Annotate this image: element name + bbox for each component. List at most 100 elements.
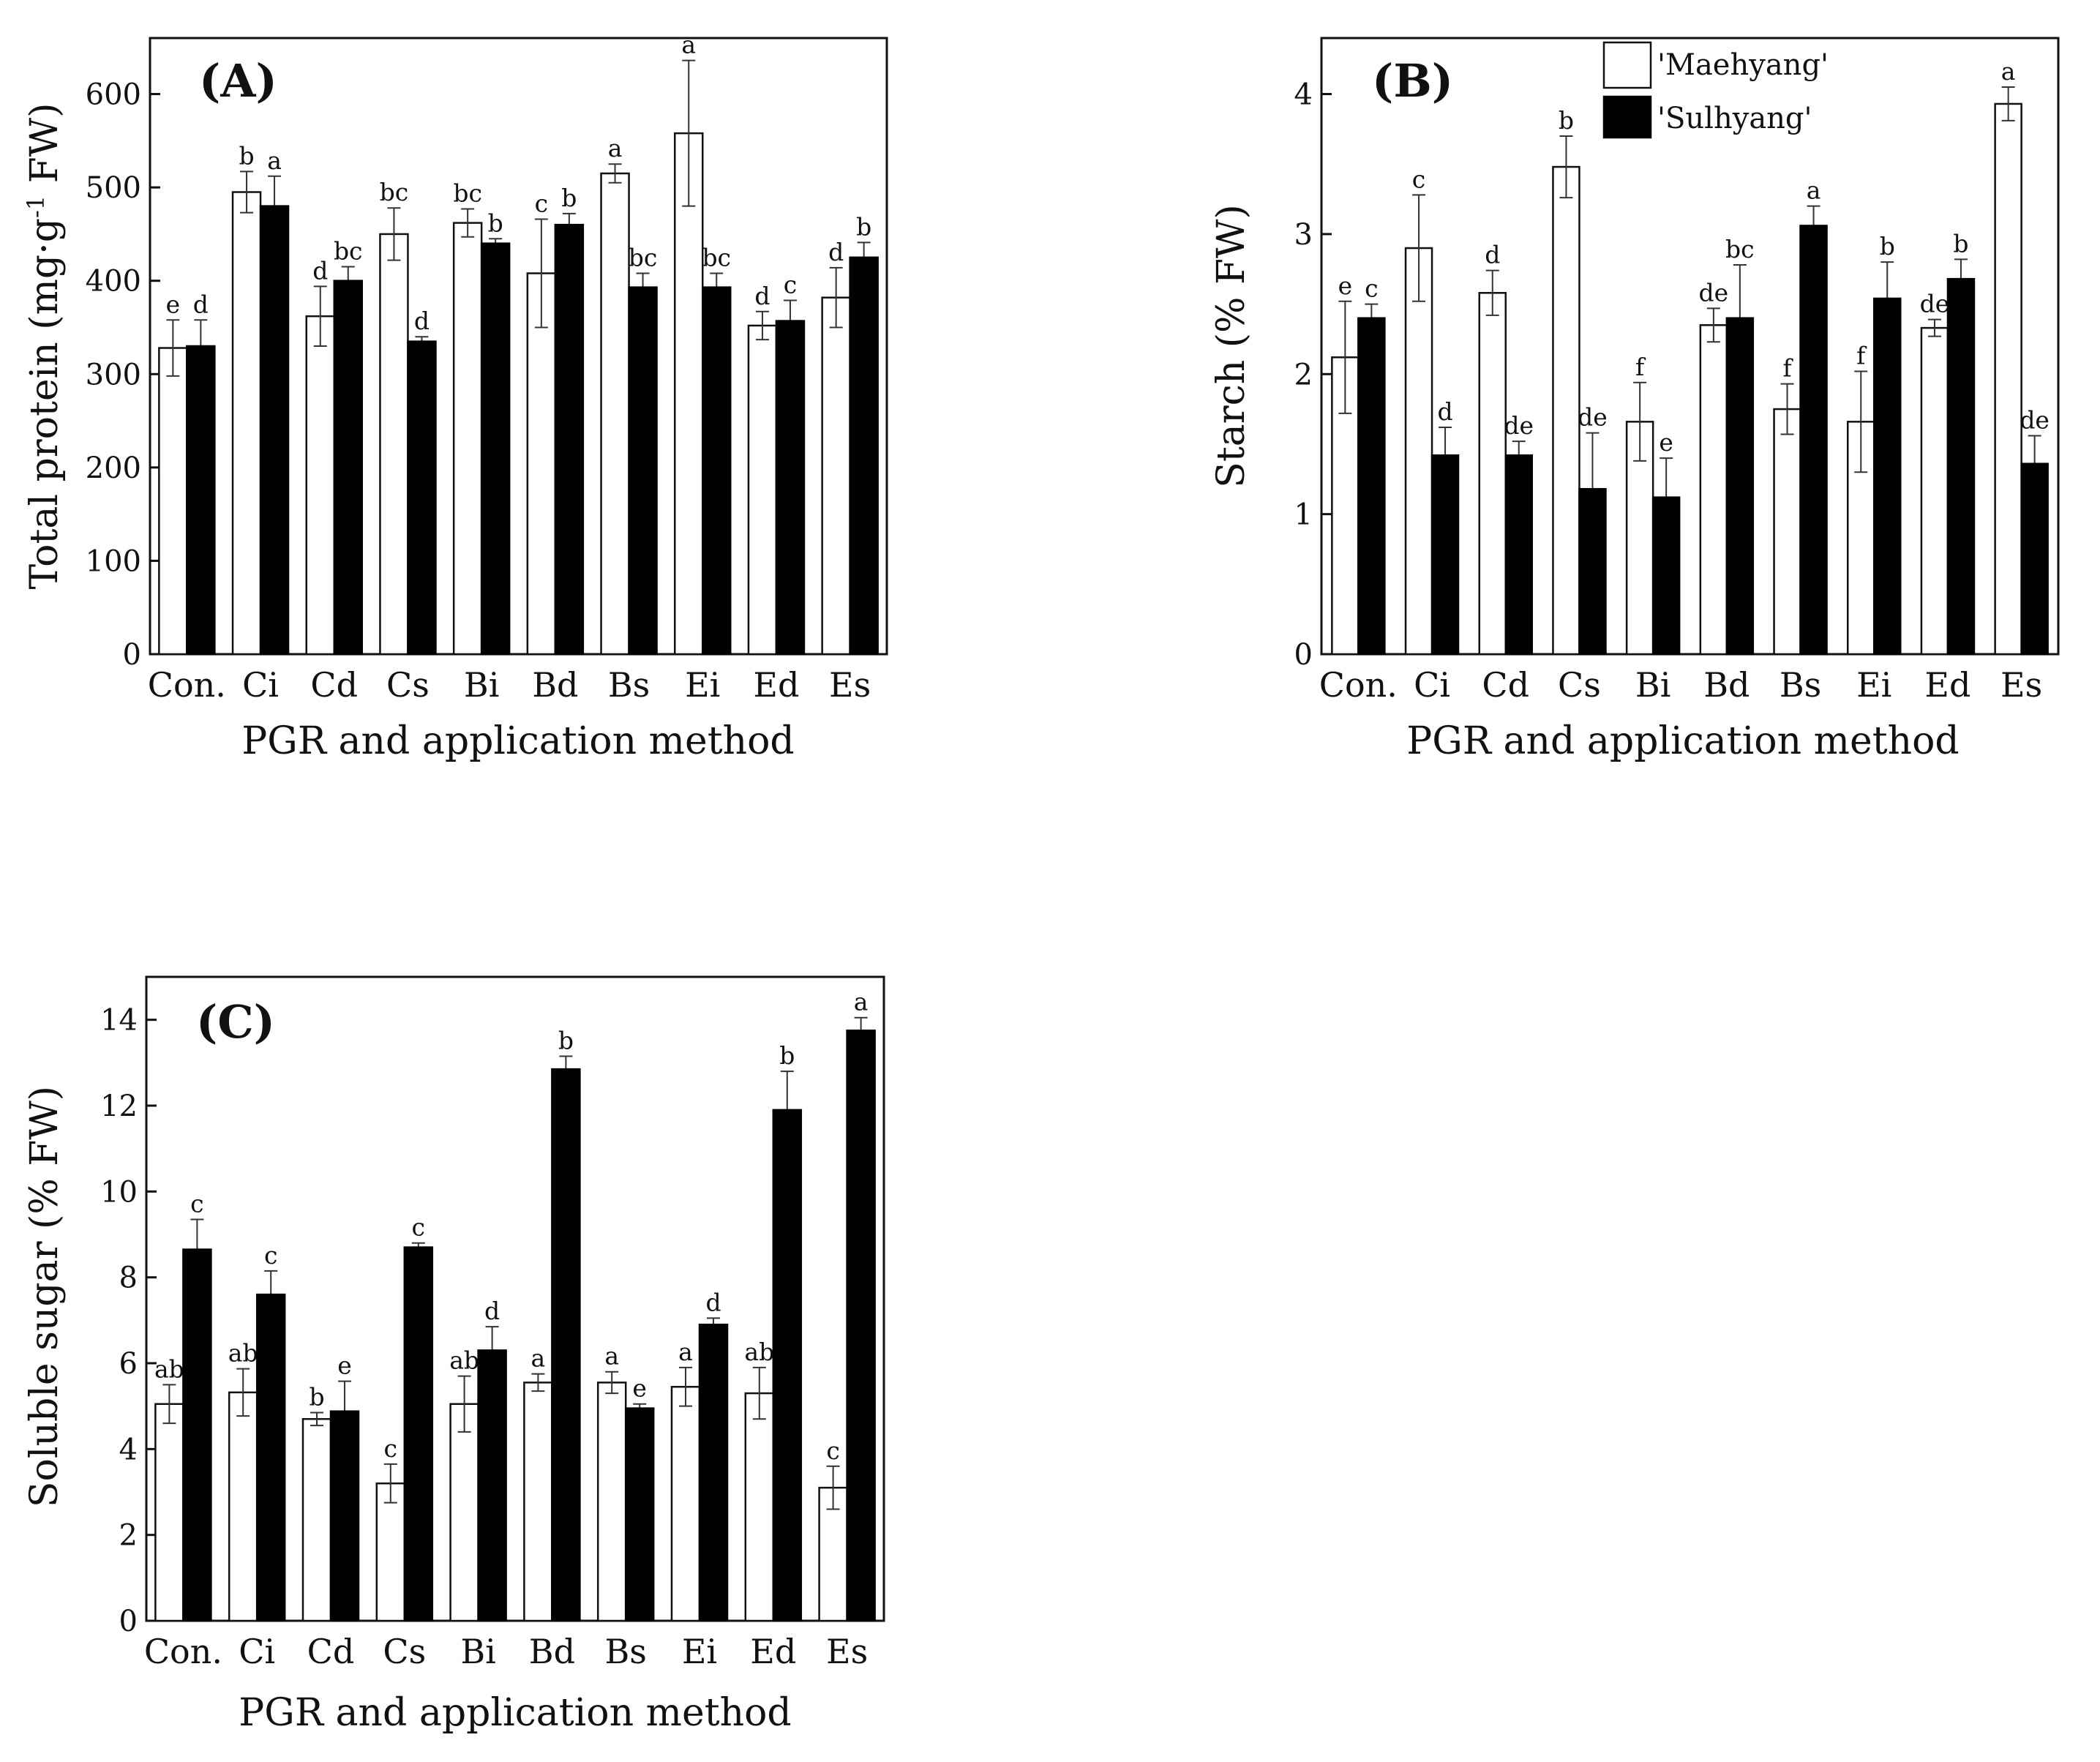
panel-a-bar-sulhyang-9 [849,256,879,656]
panel-a-x-axis-title: PGR and application method [241,719,794,763]
panel-b-sig-letter-sulhyang-8: b [1953,229,1968,258]
panel-b-sig-letter-sulhyang-2: de [1504,411,1534,440]
panel-a-bar-sulhyang-5 [554,223,585,656]
panel-a-bar-sulhyang-1 [259,205,290,656]
panel-a-y-tick-label-3: 300 [86,358,141,391]
panel-b-sig-letter-sulhyang-0: c [1365,274,1378,303]
panel-a-bar-maehyang-7 [674,132,704,656]
panel-a-errorbar-maehyang-1 [240,170,254,214]
panel-c-sig-letter-maehyang-5: a [531,1344,546,1373]
panel-c-sig-letter-sulhyang-4: d [484,1297,500,1325]
panel-b-bar-maehyang-9 [1994,102,2022,656]
panel-a-bar-sulhyang-6 [628,286,658,656]
panel-a-bar-maehyang-1 [231,191,262,656]
panel-c-x-axis-title: PGR and application method [239,1691,791,1735]
panel-a-y-tick-label-5: 500 [86,171,141,205]
panel-c-sig-letter-maehyang-6: a [604,1342,619,1371]
panel-a: (A) PGR and application method Total pro… [22,31,888,763]
panel-c-x-tick-label-3: Cs [383,1632,426,1671]
panel-c-errorbar-maehyang-6 [605,1371,619,1395]
panel-a-sig-letter-sulhyang-0: d [193,290,209,318]
panel-a-bar-maehyang-9 [821,296,851,656]
panel-c-sig-letter-maehyang-9: c [826,1436,839,1465]
panel-c-x-tick-label-6: Bs [604,1632,646,1671]
panel-c-y-tick-label-3: 6 [119,1347,138,1381]
panel-b-y-axis-title: Starch (% FW) [1210,204,1253,488]
panel-a-bar-sulhyang-2 [333,280,363,656]
panel-b-bar-sulhyang-0 [1357,317,1386,656]
panel-a-label: (A) [199,54,277,108]
panel-a-sig-letter-sulhyang-3: d [414,307,430,335]
panel-a-bar-maehyang-2 [305,315,335,656]
panel-b-sig-letter-maehyang-2: d [1485,241,1500,269]
panel-c-bar-maehyang-8 [744,1392,775,1622]
panel-b-sig-letter-sulhyang-4: e [1659,428,1673,457]
panel-a-sig-letter-sulhyang-8: c [784,270,797,299]
panel-b-errorbar-maehyang-9 [2001,86,2015,121]
panel-b-x-tick-label-2: Cd [1482,665,1529,705]
panel-a-x-tick-label-1: Ci [242,665,279,705]
panel-a-bar-maehyang-6 [600,172,630,656]
panel-b-bar-sulhyang-9 [2020,462,2049,656]
panel-b-bar-sulhyang-1 [1430,454,1460,656]
legend-label-maehyang: 'Maehyang' [1657,48,1829,82]
panel-b-sig-letter-maehyang-8: de [1920,290,1950,318]
panel-b-sig-letter-sulhyang-9: de [2020,405,2050,434]
panel-a-errorbar-maehyang-8 [755,310,769,341]
panel-a-bar-maehyang-3 [379,233,409,656]
panel-a-bar-maehyang-4 [452,222,483,656]
panel-b-x-tick-label-4: Bi [1635,665,1671,705]
panel-c-sig-letter-maehyang-7: a [678,1338,693,1366]
panel-c-x-tick-label-7: Ei [682,1632,717,1671]
panel-c-plot-frame [145,975,885,1622]
panel-c-label: (C) [196,995,275,1049]
panel-b-sig-letter-maehyang-3: b [1559,106,1574,135]
panel-c-bar-sulhyang-9 [846,1030,876,1622]
panel-c-sig-letter-sulhyang-1: c [264,1241,277,1270]
panel-b-bar-maehyang-3 [1552,165,1580,656]
panel-b-bar-sulhyang-7 [1873,297,1902,656]
panel-b-bar-sulhyang-2 [1504,454,1533,656]
panel-a-errorbar-maehyang-5 [534,218,548,329]
panel-c-sig-letter-maehyang-1: ab [228,1339,258,1368]
panel-b-y-tick-label-4: 4 [1294,78,1313,112]
panel-c-sig-letter-maehyang-0: ab [154,1354,184,1383]
panel-c-y-axis-title: Soluble sugar (% FW) [23,1086,67,1507]
panel-a-y-axis-title-tail: FW) [23,103,67,195]
panel-a-y-tick-label-6: 600 [86,78,141,112]
panel-b-bar-sulhyang-6 [1799,225,1828,656]
panel-b-sig-letter-sulhyang-1: d [1437,397,1452,426]
panel-b: (B) PGR and application method Starch (%… [1210,37,2060,763]
panel-b-errorbar-maehyang-8 [1927,318,1941,337]
panel-c-sig-letter-sulhyang-2: e [337,1352,352,1380]
panel-b-x-tick-label-8: Ed [1924,665,1970,705]
panel-a-y-axis-title-main: Total protein (mg·g [23,218,67,589]
panel-b-x-tick-label-3: Cs [1558,665,1601,705]
panel-c-bar-maehyang-5 [523,1382,553,1622]
panel-a-bar-sulhyang-7 [702,286,732,656]
panel-a-y-tick-label-2: 200 [86,451,141,485]
panel-b-sig-letter-sulhyang-7: b [1880,232,1895,260]
panel-c-x-tick-label-5: Bd [529,1632,575,1671]
panel-a-errorbar-maehyang-4 [461,208,475,238]
panel-b-bar-maehyang-8 [1920,326,1949,656]
panel-a-bar-maehyang-0 [158,347,188,656]
panel-b-legend: 'Maehyang' 'Sulhyang' [1602,41,1829,139]
panel-c-sig-letter-sulhyang-5: b [558,1027,574,1055]
panel-a-x-tick-label-7: Ei [685,665,720,705]
panel-a-sig-letter-sulhyang-7: bc [702,243,731,271]
panel-c-sig-letter-sulhyang-6: e [632,1374,647,1403]
panel-b-x-tick-label-6: Bs [1780,665,1821,705]
panel-c-bar-maehyang-2 [301,1418,332,1622]
panel-c-errorbar-maehyang-7 [679,1366,692,1407]
panel-b-x-tick-label-7: Ei [1856,665,1891,705]
panel-c-y-tick-label-5: 10 [100,1175,138,1209]
panel-b-x-tick-label-1: Ci [1414,665,1450,705]
panel-a-sig-letter-sulhyang-1: a [267,146,282,175]
panel-b-bar-maehyang-5 [1699,324,1728,656]
panel-a-sig-letter-maehyang-3: bc [380,178,409,206]
panel-c-y-tick-label-7: 14 [100,1004,138,1038]
panel-a-errorbar-maehyang-0 [166,319,180,377]
panel-c-bar-sulhyang-0 [182,1248,212,1622]
